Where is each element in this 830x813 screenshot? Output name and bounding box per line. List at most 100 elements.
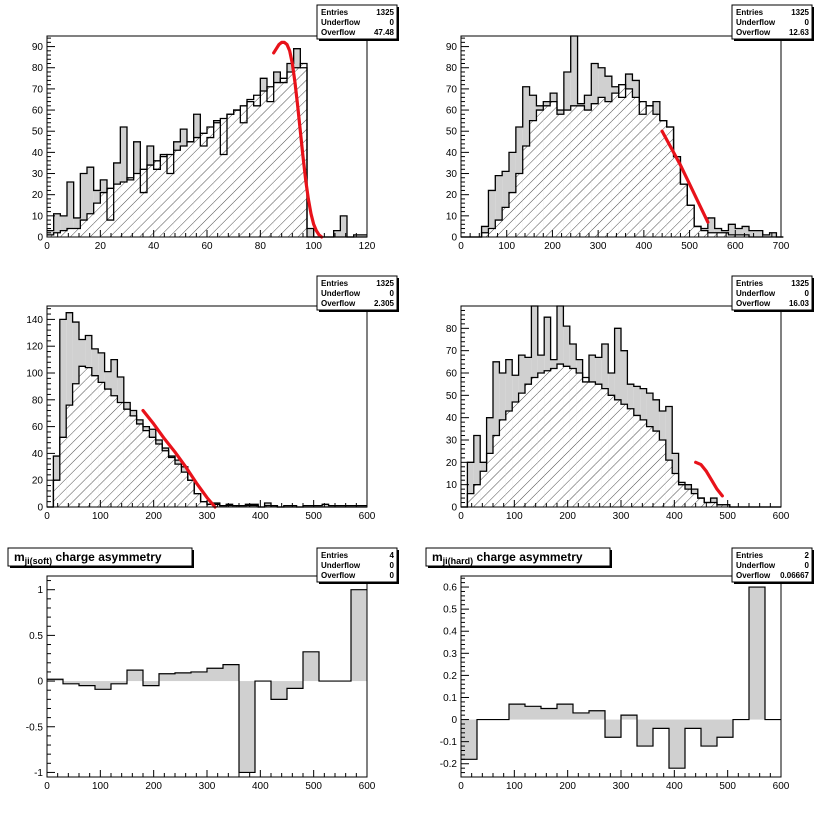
hatched-bar bbox=[691, 493, 698, 507]
hatched-bar bbox=[93, 203, 101, 237]
hatched-bar bbox=[557, 364, 564, 507]
hatched-bar bbox=[717, 504, 724, 507]
filled-bar bbox=[328, 505, 335, 507]
stats-value: 1325 bbox=[376, 279, 394, 288]
hatched-outline bbox=[47, 62, 367, 238]
filled-bar bbox=[735, 228, 743, 237]
hatched-bar bbox=[85, 367, 92, 507]
hatched-bar bbox=[646, 105, 653, 238]
hatched-bar bbox=[665, 460, 673, 507]
hatched-bar bbox=[80, 220, 87, 237]
hatched-bar bbox=[180, 146, 187, 237]
y-tick-label: 20 bbox=[32, 476, 44, 487]
filled-bar bbox=[665, 406, 673, 507]
stats-label: Entries bbox=[736, 279, 764, 288]
hatched-bar bbox=[563, 366, 570, 507]
stats-label: Underflow bbox=[736, 289, 776, 298]
y-tick-label: 80 bbox=[446, 324, 458, 335]
hatched-bar bbox=[627, 408, 634, 507]
hatched-bar bbox=[685, 489, 692, 507]
x-tick-label: 300 bbox=[613, 781, 630, 792]
hatched-bar bbox=[253, 95, 261, 238]
histogram-bar bbox=[239, 681, 255, 773]
hatched-bar bbox=[181, 472, 188, 507]
hatched-bar bbox=[120, 181, 127, 237]
y-tick-label: 0 bbox=[37, 677, 43, 688]
hatched-bar bbox=[701, 230, 708, 237]
hatched-bar bbox=[687, 205, 695, 237]
y-tick-label: 40 bbox=[32, 148, 44, 159]
x-tick-label: 100 bbox=[92, 781, 109, 792]
filled-bar bbox=[283, 505, 291, 507]
hatched-bar bbox=[160, 156, 167, 237]
hatched-bar bbox=[173, 150, 181, 237]
hatched-bar bbox=[672, 473, 679, 507]
hatched-bar bbox=[529, 120, 537, 237]
hatched-bar bbox=[155, 444, 163, 507]
filled-bar bbox=[473, 435, 481, 507]
hatched-bar bbox=[704, 502, 711, 507]
hatched-bar bbox=[723, 504, 730, 507]
hatched-bar bbox=[481, 232, 489, 237]
hatched-bar bbox=[721, 232, 729, 237]
hatched-bar bbox=[550, 368, 557, 507]
y-tick-label: 30 bbox=[446, 169, 458, 180]
hatched-bar bbox=[130, 415, 137, 507]
hatched-bar bbox=[618, 84, 626, 238]
histogram-bar bbox=[573, 712, 589, 720]
histogram-pad1: 0 20 40 60 80 100 120 0 10 20 30 40 50 60 70 80 90 Entrie… bbox=[32, 4, 399, 252]
histogram-bar bbox=[63, 681, 79, 684]
hatched-bar bbox=[707, 232, 715, 237]
histogram-bar bbox=[749, 587, 765, 720]
filled-bar bbox=[493, 361, 500, 507]
filled-bar bbox=[360, 234, 367, 237]
y-tick-label: 0.1 bbox=[443, 693, 457, 704]
hatched-bar bbox=[495, 220, 503, 237]
y-tick-label: 40 bbox=[446, 148, 458, 159]
hatched-bar bbox=[232, 505, 239, 507]
hatched-bar bbox=[486, 453, 493, 507]
hatched-bar bbox=[480, 471, 487, 507]
x-tick-label: 700 bbox=[773, 241, 790, 252]
histogram-bar bbox=[207, 668, 223, 682]
histogram-bar bbox=[637, 719, 653, 747]
y-tick-label: 100 bbox=[26, 369, 43, 380]
histogram-pad2: 0 100 200 300 400 500 600 700 0 10 20 30 40 50 60 70 80 9… bbox=[446, 4, 814, 252]
y-tick-label: 30 bbox=[446, 436, 458, 447]
histogram-bar bbox=[127, 670, 143, 682]
x-tick-label: 500 bbox=[681, 241, 698, 252]
filled-bar bbox=[53, 213, 61, 237]
hatched-bar bbox=[710, 502, 717, 507]
hatched-bar bbox=[271, 505, 278, 507]
histogram-bar bbox=[509, 704, 525, 720]
hatched-bar bbox=[582, 377, 589, 507]
stats-value: 0 bbox=[390, 289, 395, 298]
hatched-bar bbox=[194, 493, 201, 507]
filled-bar bbox=[354, 505, 361, 507]
stats-value: 2.305 bbox=[374, 299, 395, 308]
hatched-bar bbox=[633, 415, 641, 507]
y-tick-label: 40 bbox=[32, 449, 44, 460]
y-tick-label: 20 bbox=[446, 458, 458, 469]
hatched-bar bbox=[493, 435, 500, 507]
filled-bar bbox=[755, 230, 763, 237]
y-tick-label: 50 bbox=[446, 127, 458, 138]
hatched-bar bbox=[200, 133, 207, 237]
hatched-bar bbox=[245, 505, 252, 507]
y-tick-label: 40 bbox=[446, 413, 458, 424]
filled-bar bbox=[481, 226, 489, 237]
hatched-bar bbox=[60, 230, 67, 237]
x-tick-label: 100 bbox=[506, 781, 523, 792]
stats-value: 0 bbox=[805, 18, 810, 27]
hatched-bar bbox=[66, 405, 73, 507]
stats-label: Entries bbox=[321, 551, 349, 560]
x-tick-label: 500 bbox=[305, 781, 322, 792]
hatched-bar bbox=[107, 188, 114, 237]
hatched-bar bbox=[143, 430, 150, 507]
hatched-bar bbox=[264, 505, 271, 507]
stats-value: 0.06667 bbox=[780, 571, 809, 580]
fit-curve bbox=[694, 460, 724, 498]
y-tick-label: 0.3 bbox=[443, 649, 457, 660]
histogram-bar bbox=[541, 708, 557, 720]
y-tick-label: 0.6 bbox=[443, 583, 457, 594]
